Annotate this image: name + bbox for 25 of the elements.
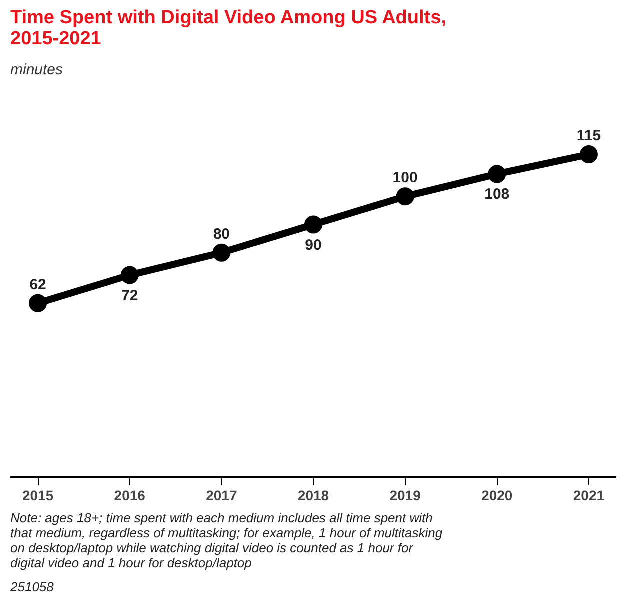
x-tick-label: 2021 [573, 488, 605, 504]
point [396, 188, 414, 206]
x-tick-label: 2019 [390, 488, 422, 504]
text: 251058 [10, 580, 55, 594]
x-tick-label: 2016 [114, 488, 146, 504]
data-label: 72 [122, 287, 138, 304]
text: Note: ages 18+; time spent with each medium includes all time spent with that medium, regardless of multitasking; for example, 1 hour of multitasking on desktop/laptop while watching digital video is counted as 1 hour for digital video and 1 hour for desktop/laptop [10, 510, 444, 570]
data-label: 80 [213, 226, 230, 243]
point [212, 244, 231, 262]
x-tick-label: 2017 [206, 488, 238, 504]
point [580, 146, 598, 164]
data-label: 90 [305, 236, 322, 254]
data-label: 108 [484, 186, 510, 204]
chart-title: Time Spent with Digital Video Among US Adults, 2015-2021 [10, 8, 446, 50]
chart-subtitle: minutes [10, 62, 64, 78]
point [120, 266, 139, 284]
point [29, 294, 48, 312]
data-label: 100 [392, 170, 418, 187]
point [488, 165, 506, 184]
data-label: 62 [30, 276, 46, 294]
data-label: 115 [576, 128, 602, 145]
point [304, 216, 322, 234]
x-tick-label: 2020 [482, 488, 513, 504]
x-tick-label: 2018 [298, 488, 330, 504]
x-tick-label: 2015 [22, 488, 54, 504]
